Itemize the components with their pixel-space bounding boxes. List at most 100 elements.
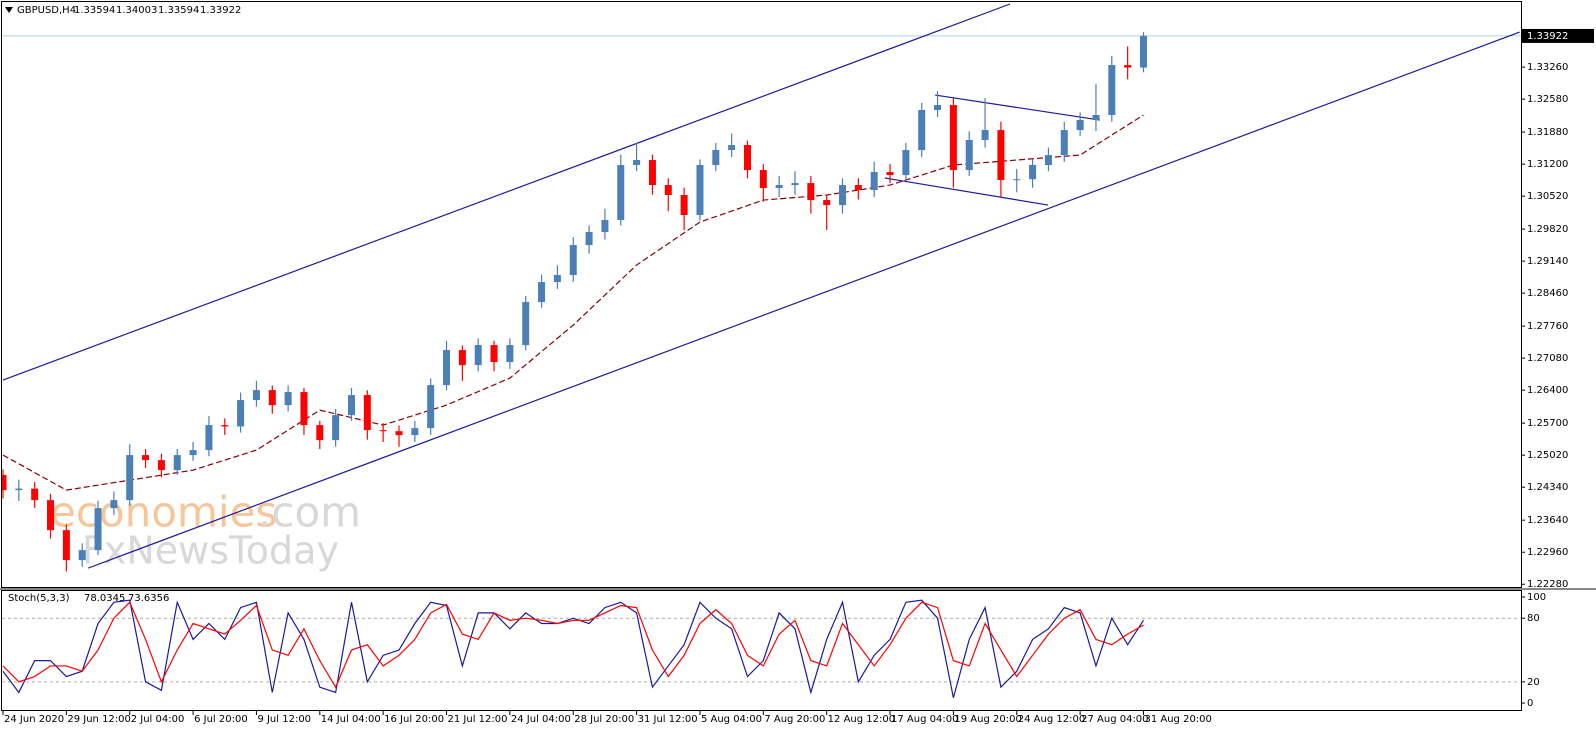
candle-body — [189, 450, 197, 456]
candle-body — [1092, 115, 1100, 121]
candle-body — [743, 145, 751, 171]
candle-body — [633, 160, 641, 166]
y-tick-label: 1.30520 — [1527, 191, 1568, 202]
x-tick-label: 17 Aug 04:00 — [891, 714, 958, 725]
candle-body — [823, 200, 831, 206]
candle-body — [268, 390, 276, 406]
candle-body — [205, 425, 213, 451]
candle-body — [918, 110, 926, 151]
candle-body — [237, 400, 245, 427]
last-low: 1.33594 — [158, 5, 199, 16]
candle-body — [1076, 120, 1084, 131]
candle-body — [31, 488, 39, 501]
candle-body — [553, 275, 561, 283]
candle-body — [1044, 155, 1052, 166]
symbol-title: GBPUSD,H4 — [17, 5, 76, 16]
y-tick-label: 100 — [1527, 592, 1546, 603]
y-tick-label: 0 — [1527, 698, 1533, 709]
candle-body — [617, 165, 625, 221]
y-tick-label: 1.27080 — [1527, 353, 1568, 364]
candle-body — [680, 195, 688, 216]
x-tick-label: 7 Aug 20:00 — [764, 714, 825, 725]
candle-body — [839, 185, 847, 206]
y-tick-label: 1.26400 — [1527, 385, 1568, 396]
candle-body — [427, 385, 435, 429]
candle-body — [664, 185, 672, 196]
candle-body — [142, 455, 150, 461]
candle-body — [1124, 65, 1132, 68]
x-tick-label: 14 Jul 04:00 — [321, 714, 381, 725]
candle-body — [363, 395, 371, 431]
candle-body — [443, 350, 451, 386]
candle-body — [775, 185, 783, 189]
stoch-k-value: 78.0345 — [84, 593, 125, 604]
y-tick-label: 20 — [1527, 677, 1540, 688]
y-tick-label: 1.32580 — [1527, 94, 1568, 105]
x-tick-label: 12 Aug 12:00 — [828, 714, 895, 725]
candle-body — [522, 302, 530, 346]
candle-body — [1013, 179, 1021, 181]
candle-body — [284, 392, 292, 406]
y-tick-label: 1.23640 — [1527, 515, 1568, 526]
candle-body — [902, 150, 910, 176]
menu-triangle[interactable] — [5, 7, 13, 13]
trendline — [87, 31, 1520, 569]
candle-body — [728, 145, 736, 151]
candle-body — [332, 415, 340, 441]
stoch-frame — [1, 590, 1522, 711]
candle-body — [601, 220, 609, 233]
x-tick-label: 27 Aug 04:00 — [1081, 714, 1148, 725]
candle-body — [157, 460, 165, 471]
price-label: 1.33922 — [1527, 31, 1568, 42]
x-tick-label: 21 Jul 12:00 — [448, 714, 508, 725]
y-tick-label: 1.29820 — [1527, 224, 1568, 235]
candle-body — [62, 530, 70, 561]
candle-body — [934, 105, 942, 111]
candle-body — [316, 425, 324, 441]
last-high: 1.34003 — [116, 5, 157, 16]
candle-body — [78, 550, 86, 561]
candle-body — [474, 345, 482, 366]
y-tick-label: 1.24340 — [1527, 482, 1568, 493]
watermark-site: FxNewsToday — [82, 529, 339, 573]
last-close: 1.33922 — [200, 5, 241, 16]
candle-body — [1060, 130, 1068, 156]
y-tick-label: 1.25020 — [1527, 450, 1568, 461]
y-tick-label: 1.22960 — [1527, 547, 1568, 558]
trendline — [2, 3, 1011, 381]
candle-body — [807, 183, 815, 201]
candle-body — [300, 392, 308, 426]
trendline — [935, 94, 1101, 121]
x-tick-label: 5 Aug 04:00 — [701, 714, 762, 725]
watermark-domain: .com — [258, 488, 361, 537]
candle-body — [2, 474, 7, 491]
y-tick-label: 1.31880 — [1527, 127, 1568, 138]
y-tick-label: 1.27760 — [1527, 321, 1568, 332]
candle-body — [870, 172, 878, 191]
x-tick-label: 24 Jul 04:00 — [511, 714, 571, 725]
y-tick-label: 1.29140 — [1527, 256, 1568, 267]
candle-body — [110, 500, 118, 509]
y-tick-label: 1.25700 — [1527, 418, 1568, 429]
x-tick-label: 31 Jul 12:00 — [638, 714, 698, 725]
candle-body — [1108, 65, 1116, 116]
candle-body — [458, 350, 466, 366]
candle-body — [126, 455, 134, 501]
trendline — [884, 177, 1049, 206]
candle-body — [1029, 165, 1037, 180]
last-open: 1.33594 — [74, 5, 115, 16]
candle-body — [47, 500, 55, 531]
candle-body — [347, 395, 355, 416]
stoch-line — [2, 601, 1144, 689]
y-tick-label: 80 — [1527, 613, 1540, 624]
candle-body — [585, 232, 593, 246]
candle-body — [395, 431, 403, 436]
candle-body — [981, 130, 989, 141]
candle-body — [379, 430, 387, 432]
candle-body — [1139, 35, 1147, 68]
stoch-line — [2, 599, 1144, 698]
candle-body — [712, 150, 720, 166]
candle-body — [886, 172, 894, 176]
